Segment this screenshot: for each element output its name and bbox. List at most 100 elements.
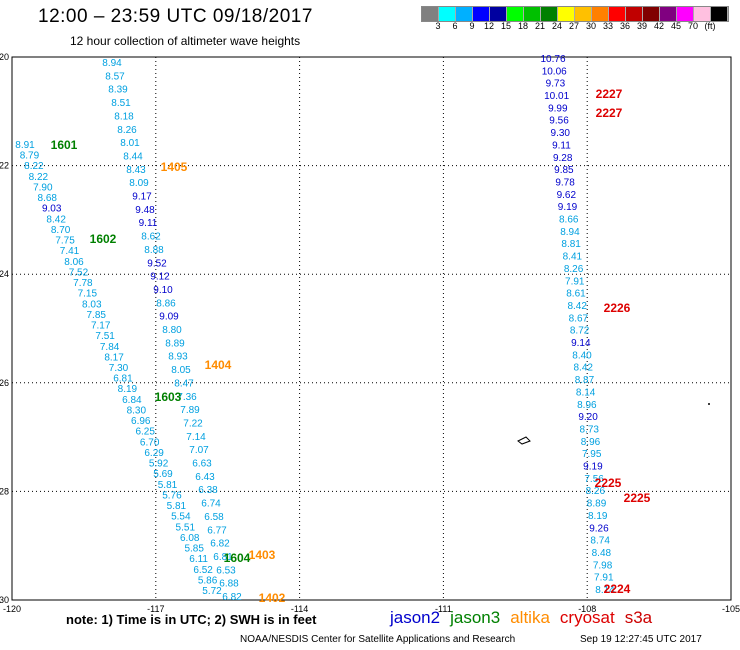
swh-value-track-b: 7.84 — [100, 342, 120, 353]
swh-value-track-c: 8.87 — [575, 375, 595, 386]
swh-value-track-a: 8.43 — [126, 165, 146, 176]
wave-height-colorbar — [421, 6, 729, 22]
colorbar-label: 33 — [602, 21, 614, 31]
swh-value-track-c: 8.42 — [567, 301, 587, 312]
swh-value-track-b: 7.41 — [60, 246, 80, 257]
swh-value-track-b: 7.51 — [95, 331, 115, 342]
colorbar-label: 9 — [469, 21, 475, 31]
colorbar-swatch — [677, 7, 694, 21]
swh-value-track-b: 7.85 — [87, 310, 107, 321]
swh-value-track-a: 6.77 — [207, 525, 227, 536]
swh-value-track-b: 8.03 — [82, 299, 102, 310]
swh-value-track-b: 5.72 — [202, 586, 222, 597]
swh-value-track-b: 8.17 — [104, 352, 124, 363]
swh-value-track-c: 8.14 — [576, 387, 596, 398]
swh-value-track-a: 9.17 — [132, 192, 152, 203]
pass-label-altika: 1405 — [161, 160, 188, 174]
swh-value-track-c: 8.41 — [563, 252, 583, 263]
swh-value-track-c: 9.56 — [549, 116, 569, 127]
swh-value-track-c: 9.19 — [558, 202, 578, 213]
map-title: 12:00 – 23:59 UTC 09/18/2017 — [38, 6, 313, 27]
swh-value-track-c: 10.01 — [544, 91, 569, 102]
swh-value-track-c: 8.94 — [560, 227, 580, 238]
swh-value-track-c: 7.95 — [582, 449, 602, 460]
swh-value-track-c: 9.26 — [589, 523, 609, 534]
pass-label-cryosat: 2227 — [596, 106, 623, 120]
swh-value-track-c: 7.56 — [584, 474, 604, 485]
swh-value-track-b: 7.90 — [33, 182, 53, 193]
swh-value-track-c: 9.30 — [551, 128, 571, 139]
swh-value-track-b: 6.52 — [193, 565, 213, 576]
colorbar-label: 70 — [687, 21, 699, 31]
y-tick-label: -28 — [0, 486, 9, 496]
swh-value-track-a: 8.94 — [102, 58, 122, 69]
pass-label-jason3: 1601 — [51, 138, 78, 152]
satellite-legend: jason2 jason3 altika cryosat s3a — [390, 608, 662, 628]
swh-value-track-a: 7.22 — [183, 418, 203, 429]
colorbar-label: 21 — [534, 21, 546, 31]
swh-value-track-a: 9.10 — [153, 285, 173, 296]
x-tick-label: -114 — [291, 604, 308, 614]
swh-value-track-b: 5.69 — [153, 469, 173, 480]
pass-label-cryosat: 2225 — [624, 491, 651, 505]
swh-value-track-b: 6.84 — [122, 395, 142, 406]
colorbar-swatch — [541, 7, 558, 21]
colorbar-label: 36 — [619, 21, 631, 31]
swh-value-track-a: 8.05 — [171, 365, 191, 376]
swh-value-track-b: 5.76 — [162, 490, 182, 501]
swh-value-track-b: 6.96 — [131, 416, 151, 427]
swh-value-track-c: 9.62 — [557, 190, 577, 201]
swh-value-track-b: 6.11 — [189, 554, 208, 565]
pass-label-altika: 1403 — [249, 548, 276, 562]
pass-label-jason3: 1604 — [224, 551, 251, 565]
swh-value-track-c: 9.85 — [554, 165, 574, 176]
swh-value-track-b: 8.79 — [20, 151, 40, 162]
swh-value-track-c: 7.98 — [593, 560, 613, 571]
swh-value-track-b: 8.06 — [64, 257, 84, 268]
x-tick-label: -108 — [578, 604, 596, 614]
legend-entry-s3a: s3a — [624, 608, 653, 627]
swh-value-track-c: 8.61 — [566, 289, 586, 300]
colorbar-label: 6 — [452, 21, 458, 31]
swh-value-track-b: 7.15 — [78, 289, 98, 300]
y-tick-label: -22 — [0, 161, 9, 171]
credit-text: NOAA/NESDIS Center for Satellite Applica… — [240, 634, 516, 645]
colorbar-swatch — [626, 7, 643, 21]
swh-value-track-a: 8.88 — [144, 245, 164, 256]
colorbar-swatch — [575, 7, 592, 21]
swh-value-track-b: 7.52 — [69, 267, 89, 278]
swh-value-track-c: 9.78 — [555, 177, 575, 188]
colorbar-swatch — [609, 7, 626, 21]
swh-value-track-a: 6.38 — [198, 485, 218, 496]
swh-value-track-b: 6.29 — [144, 448, 164, 459]
x-tick-label: -105 — [722, 604, 740, 614]
swh-value-track-a: 6.82 — [210, 539, 230, 550]
footer-note: note: 1) Time is in UTC; 2) SWH is in fe… — [66, 612, 317, 627]
swh-value-track-a: 6.53 — [216, 565, 236, 576]
x-tick-label: -120 — [3, 604, 21, 614]
pass-label-cryosat: 2225 — [595, 476, 622, 490]
swh-value-track-a: 7.36 — [177, 392, 197, 403]
swh-value-track-a: 8.57 — [105, 71, 125, 82]
colorbar-label: 3 — [435, 21, 441, 31]
legend-entry-altika: altika — [510, 608, 550, 627]
x-tick-label: -111 — [435, 604, 452, 614]
swh-value-track-a: 8.39 — [108, 85, 128, 96]
swh-value-track-a: 8.93 — [168, 352, 188, 363]
swh-value-track-c: 9.14 — [571, 338, 591, 349]
swh-value-track-c: 8.67 — [569, 313, 589, 324]
map-frame — [11, 56, 732, 601]
swh-value-track-a: 7.89 — [180, 405, 200, 416]
colorbar-label: 24 — [551, 21, 563, 31]
legend-entry-cryosat: cryosat — [559, 608, 615, 627]
swh-value-track-b: 8.70 — [51, 225, 71, 236]
swh-value-track-a: 9.09 — [159, 312, 179, 323]
swh-value-track-c: 8.96 — [577, 400, 597, 411]
swh-value-track-b: 8.42 — [46, 214, 66, 225]
colorbar-swatch — [694, 7, 711, 21]
swh-value-track-c: 8.40 — [572, 350, 592, 361]
colorbar-swatch — [592, 7, 609, 21]
swh-value-track-a: 9.12 — [150, 272, 170, 283]
swh-value-track-c: 7.91 — [594, 573, 614, 584]
swh-value-track-b: 5.54 — [171, 512, 191, 523]
